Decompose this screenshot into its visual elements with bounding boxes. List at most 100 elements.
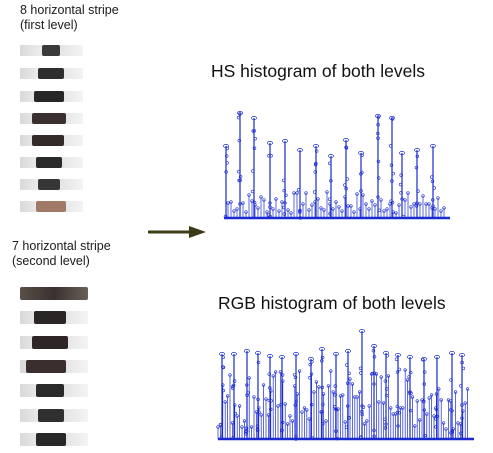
histogram-bin bbox=[292, 191, 296, 218]
histogram-bin bbox=[295, 191, 299, 218]
rgb-histogram bbox=[216, 329, 474, 441]
rgb-histogram-title: RGB histogram of both levels bbox=[218, 293, 446, 313]
histogram-bin bbox=[449, 399, 453, 439]
histogram-bin bbox=[313, 144, 319, 218]
histogram-bin bbox=[232, 209, 236, 218]
histogram-bin bbox=[437, 387, 441, 439]
arrow-right-icon bbox=[148, 226, 206, 238]
histogram-bin bbox=[254, 410, 259, 439]
histogram-bin bbox=[389, 406, 393, 439]
histogram-bin bbox=[216, 425, 220, 439]
histogram-bin bbox=[391, 210, 395, 218]
histogram-bin bbox=[348, 377, 352, 439]
first-level-caption-line2: (first level) bbox=[20, 18, 78, 32]
second-level-caption-line1: 7 horizontal stripe bbox=[12, 239, 111, 253]
histogram-bin bbox=[336, 407, 340, 439]
histogram-bin bbox=[290, 419, 294, 439]
histogram-bin bbox=[454, 390, 458, 439]
histogram-bin bbox=[319, 206, 323, 218]
histogram-bin bbox=[362, 422, 366, 439]
stripe-image bbox=[20, 113, 83, 124]
histogram-bin bbox=[288, 414, 292, 439]
histogram-bin bbox=[262, 198, 266, 218]
histogram-bin bbox=[358, 207, 362, 218]
histogram-bin bbox=[238, 202, 242, 218]
histogram-bin bbox=[444, 427, 448, 439]
histogram-bin bbox=[302, 406, 306, 439]
histogram-bin bbox=[240, 425, 244, 439]
histogram-bin bbox=[449, 351, 455, 439]
histogram-bin bbox=[346, 404, 350, 439]
histogram-bin bbox=[377, 400, 381, 439]
histogram-bin bbox=[439, 209, 443, 218]
histogram-bin bbox=[382, 209, 386, 218]
stripe-image bbox=[20, 135, 83, 146]
stripe-image bbox=[20, 179, 83, 190]
histogram-bin bbox=[228, 373, 232, 439]
stripe-image bbox=[20, 336, 88, 349]
histogram-bin bbox=[420, 398, 424, 439]
histogram-bin bbox=[451, 427, 455, 439]
histogram-bin bbox=[394, 412, 398, 439]
histogram-bin bbox=[249, 425, 254, 439]
histogram-bin bbox=[391, 412, 395, 439]
histogram-bin bbox=[281, 379, 285, 439]
histogram-bin bbox=[253, 203, 257, 218]
histogram-bin bbox=[409, 205, 413, 218]
histogram-bin bbox=[401, 406, 405, 439]
stripe-image bbox=[20, 311, 88, 324]
histogram-bin bbox=[436, 196, 440, 218]
histogram-bin bbox=[376, 195, 380, 218]
stripe-image bbox=[20, 384, 88, 397]
histogram-bin bbox=[274, 197, 278, 218]
histogram-bin bbox=[340, 209, 344, 218]
stripe-image bbox=[20, 287, 88, 300]
histogram-bin bbox=[361, 193, 365, 218]
histogram-bin bbox=[293, 352, 299, 441]
histogram-bin bbox=[230, 352, 238, 440]
histogram-bin bbox=[458, 422, 462, 439]
second-level-caption-line2: (second level) bbox=[12, 254, 90, 268]
histogram-bin bbox=[397, 203, 401, 218]
histogram-bin bbox=[413, 424, 417, 439]
histogram-bin bbox=[322, 208, 326, 218]
first-level-caption-line1: 8 horizontal stripe bbox=[20, 3, 119, 17]
histogram-bin bbox=[331, 390, 335, 439]
histogram-bin bbox=[278, 370, 282, 439]
stripe-image bbox=[20, 409, 88, 422]
stripe-image bbox=[20, 68, 83, 79]
histogram-bin bbox=[259, 413, 263, 439]
histogram-bin bbox=[314, 380, 318, 439]
histogram-bin bbox=[309, 372, 314, 439]
histogram-bin bbox=[301, 202, 305, 218]
histogram-bin bbox=[296, 148, 303, 220]
histogram-bin bbox=[379, 375, 383, 439]
histogram-bin bbox=[257, 406, 261, 439]
histogram-bin bbox=[360, 404, 364, 439]
stripe-image bbox=[20, 91, 83, 102]
histogram-bin bbox=[271, 374, 275, 439]
histogram-bin bbox=[317, 385, 321, 439]
histogram-bin bbox=[268, 201, 272, 218]
histogram-bin bbox=[310, 203, 314, 218]
histogram-bin bbox=[418, 202, 422, 218]
histogram-bin bbox=[321, 392, 326, 439]
histogram-bin bbox=[415, 201, 419, 218]
histogram-bin bbox=[379, 198, 383, 218]
histogram-bin bbox=[421, 357, 427, 439]
histogram-bin bbox=[385, 207, 389, 218]
histogram-bin bbox=[466, 387, 470, 439]
histogram-bin bbox=[233, 403, 237, 439]
histogram-bin bbox=[337, 205, 341, 218]
histogram-bin bbox=[341, 393, 345, 439]
histogram-bin bbox=[235, 207, 239, 218]
histogram-bin bbox=[442, 421, 446, 439]
histogram-bin bbox=[319, 410, 323, 439]
histogram-bin bbox=[352, 210, 356, 218]
histogram-bin bbox=[259, 195, 263, 218]
histogram-bin bbox=[305, 408, 309, 439]
histogram-bin bbox=[324, 419, 328, 439]
histogram-bin bbox=[415, 399, 419, 439]
stripe-image bbox=[20, 45, 83, 56]
histogram-bin bbox=[283, 402, 287, 439]
